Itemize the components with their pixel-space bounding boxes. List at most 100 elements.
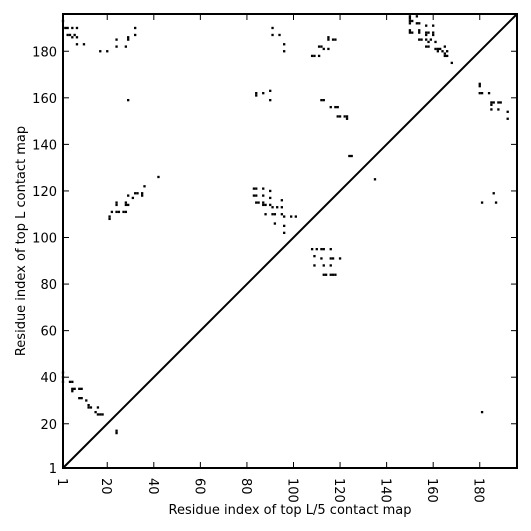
contact-cell-top-l5 bbox=[115, 210, 118, 214]
contact-cell-top-l bbox=[87, 406, 90, 409]
contact-cell-top-l5 bbox=[506, 110, 509, 113]
contact-cell-top-l5 bbox=[329, 264, 332, 267]
contact-cell-top-l5 bbox=[434, 40, 437, 44]
contact-cell-top-l5 bbox=[75, 26, 79, 30]
contact-cell-top-l5 bbox=[317, 54, 321, 58]
contact-cell-top-l5 bbox=[66, 33, 69, 37]
contact-cell-top-l5 bbox=[75, 43, 79, 46]
contact-cell-top-l5 bbox=[271, 206, 274, 209]
contact-cell-top-l5 bbox=[336, 115, 339, 118]
contact-cell-top-l5 bbox=[322, 47, 325, 51]
x-tick-label: 20 bbox=[98, 478, 113, 495]
contact-cell-top-l bbox=[480, 410, 484, 414]
contact-cell-top-l5 bbox=[331, 257, 335, 260]
contact-cell-top-l5 bbox=[294, 215, 297, 218]
contact-cell-top-l5 bbox=[490, 103, 493, 106]
contact-cell-top-l bbox=[78, 397, 81, 400]
contact-cell-top-l5 bbox=[255, 194, 258, 197]
contact-cell-top-l5 bbox=[127, 203, 130, 207]
contact-cell-top-l bbox=[80, 387, 83, 390]
contact-marks bbox=[61, 15, 509, 435]
y-tick-label: 180 bbox=[32, 45, 57, 60]
contact-cell-top-l5 bbox=[106, 50, 109, 53]
contact-cell-top-l5 bbox=[327, 47, 330, 51]
contact-cell-top-l bbox=[71, 390, 74, 393]
contact-cell-top-l5 bbox=[280, 206, 284, 209]
contact-cell-top-l5 bbox=[271, 213, 274, 216]
contact-cell-top-l5 bbox=[255, 201, 258, 204]
contact-cell-top-l bbox=[71, 380, 74, 384]
contact-cell-top-l5 bbox=[373, 178, 377, 181]
contact-cell-top-l5 bbox=[408, 17, 412, 20]
contact-cell-top-l5 bbox=[134, 33, 137, 37]
contact-cell-top-l5 bbox=[443, 52, 446, 55]
contact-cell-top-l5 bbox=[320, 257, 323, 260]
contact-cell-top-l5 bbox=[310, 54, 314, 58]
contact-cell-top-l5 bbox=[262, 201, 265, 204]
contact-cell-top-l bbox=[94, 410, 97, 414]
contact-cell-top-l5 bbox=[427, 40, 430, 44]
contact-cell-top-l bbox=[68, 380, 72, 384]
x-tick-label: 160 bbox=[424, 478, 439, 503]
contact-cell-top-l5 bbox=[418, 22, 421, 25]
contact-cell-top-l5 bbox=[124, 210, 128, 214]
contact-cell-top-l5 bbox=[441, 50, 444, 53]
contact-cell-top-l5 bbox=[320, 98, 323, 102]
contact-cell-top-l5 bbox=[450, 61, 453, 65]
contact-cell-top-l bbox=[101, 413, 104, 416]
contact-cell-top-l5 bbox=[271, 26, 274, 30]
contact-cell-top-l5 bbox=[127, 194, 130, 197]
contact-cell-top-l5 bbox=[269, 98, 272, 102]
contact-cell-top-l5 bbox=[131, 196, 135, 200]
contact-cell-top-l5 bbox=[429, 38, 433, 41]
contact-cell-top-l5 bbox=[255, 94, 258, 97]
contact-cell-top-l5 bbox=[269, 189, 272, 193]
contact-cell-top-l5 bbox=[110, 210, 114, 214]
y-tick-label: 80 bbox=[40, 278, 57, 293]
x-tick-label: 80 bbox=[238, 478, 253, 495]
diagonal-line bbox=[62, 13, 518, 469]
contact-cell-top-l5 bbox=[329, 257, 332, 260]
contact-cell-top-l bbox=[71, 387, 74, 390]
contact-cell-top-l5 bbox=[480, 201, 484, 204]
contact-cell-top-l5 bbox=[432, 33, 435, 37]
contact-cell-top-l5 bbox=[494, 201, 498, 204]
contact-cell-top-l bbox=[87, 403, 90, 407]
contact-cell-top-l5 bbox=[506, 117, 509, 120]
contact-cell-top-l5 bbox=[322, 273, 325, 276]
x-axis-label: Residue index of top L/5 contact map bbox=[169, 503, 412, 518]
contact-cell-top-l5 bbox=[269, 196, 272, 200]
contact-cell-top-l5 bbox=[434, 47, 437, 51]
y-tick-label: 100 bbox=[32, 232, 57, 247]
contact-cell-top-l5 bbox=[425, 45, 428, 48]
contact-cell-top-l5 bbox=[262, 203, 265, 207]
contact-cell-top-l5 bbox=[271, 33, 274, 37]
contact-cell-top-l5 bbox=[141, 194, 144, 197]
contact-cell-top-l5 bbox=[408, 15, 412, 18]
x-tick-label: 40 bbox=[145, 478, 160, 495]
x-tick-label: 60 bbox=[191, 478, 206, 495]
contact-cell-top-l5 bbox=[348, 154, 351, 158]
contact-cell-top-l bbox=[96, 406, 100, 409]
contact-cell-top-l5 bbox=[436, 50, 439, 53]
contact-cell-top-l5 bbox=[273, 222, 277, 225]
contact-cell-top-l5 bbox=[329, 247, 332, 251]
contact-cell-top-l5 bbox=[322, 247, 325, 251]
contact-cell-top-l5 bbox=[273, 213, 277, 216]
contact-cell-top-l bbox=[115, 431, 118, 435]
contact-cell-top-l5 bbox=[446, 50, 449, 53]
contact-cell-top-l5 bbox=[329, 273, 332, 276]
contact-cell-top-l5 bbox=[478, 82, 481, 86]
contact-cell-top-l5 bbox=[269, 203, 272, 207]
contact-cell-top-l5 bbox=[317, 45, 321, 48]
contact-cell-top-l5 bbox=[322, 264, 325, 267]
contact-cell-top-l5 bbox=[108, 217, 111, 221]
contact-cell-top-l5 bbox=[262, 187, 265, 190]
contact-cell-top-l5 bbox=[487, 92, 491, 95]
contact-cell-top-l5 bbox=[262, 92, 265, 95]
contact-cell-top-l bbox=[78, 387, 81, 390]
contact-cell-top-l5 bbox=[320, 247, 323, 251]
contact-cell-top-l5 bbox=[443, 45, 446, 48]
